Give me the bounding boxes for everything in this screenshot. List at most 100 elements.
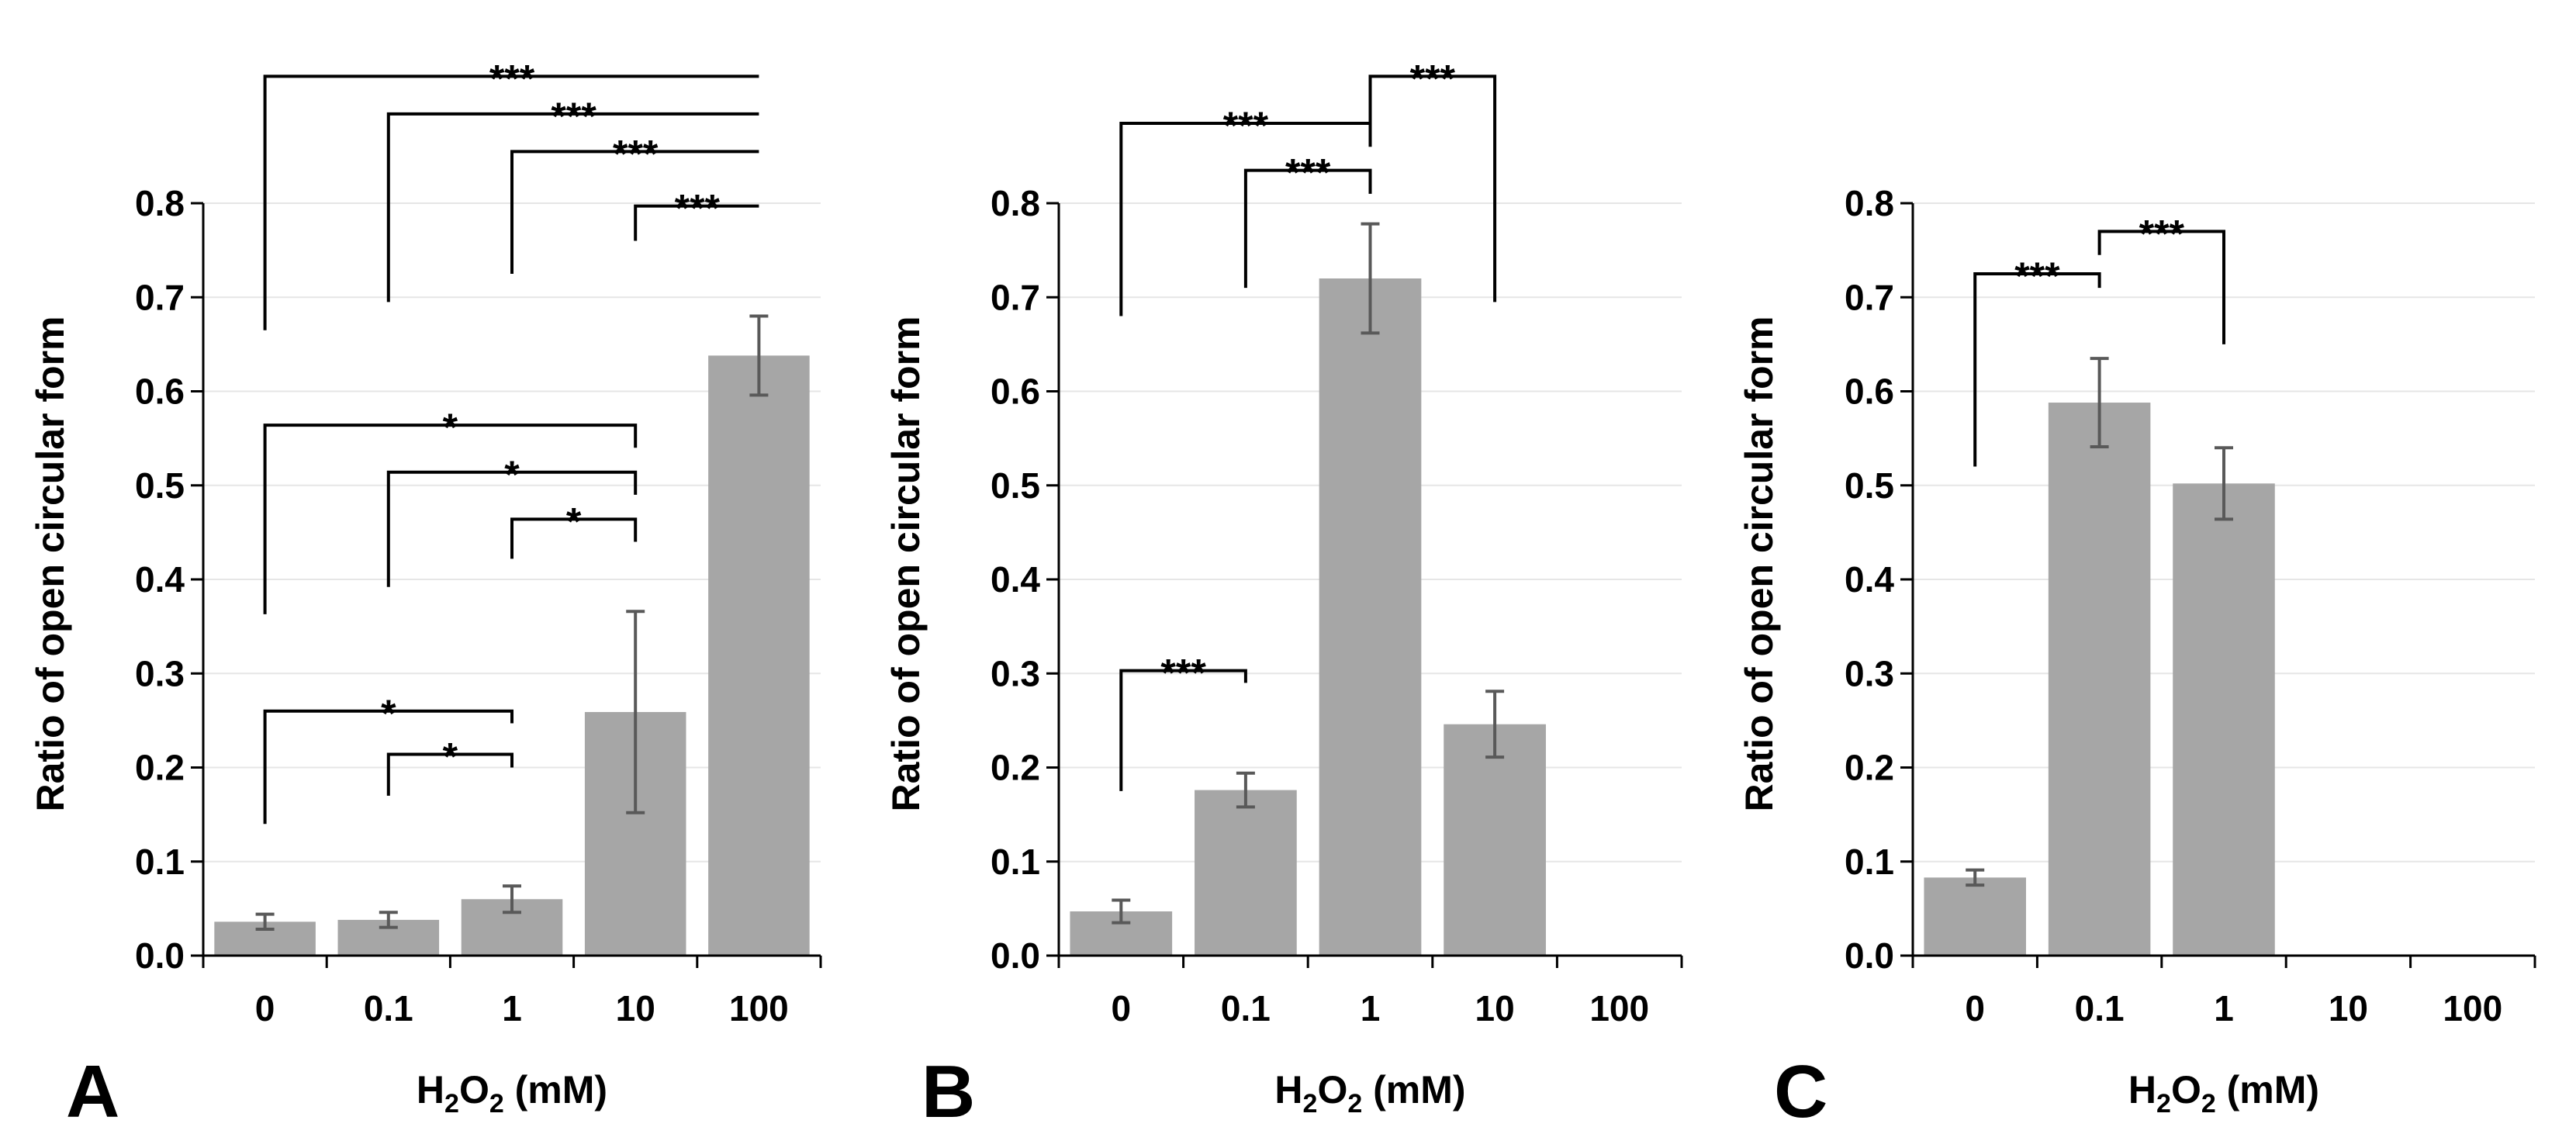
x-axis-title-part: O xyxy=(2171,1068,2201,1112)
significance-label: *** xyxy=(1410,57,1456,100)
y-tick-label: 0.2 xyxy=(991,748,1040,788)
bracket-line xyxy=(634,204,759,241)
significance-label: *** xyxy=(1285,151,1331,195)
y-axis-title: Ratio of open circular form xyxy=(884,316,928,812)
x-tick-label: 0.1 xyxy=(2075,988,2125,1029)
error-bar xyxy=(1361,222,1380,335)
panel-label: B xyxy=(921,1050,975,1133)
y-tick-label: 0.8 xyxy=(1845,183,1894,223)
x-tick-label: 0 xyxy=(255,988,275,1029)
y-tick-label: 0.4 xyxy=(1845,559,1894,600)
error-bar xyxy=(503,884,521,914)
x-axis-title-part: H xyxy=(1274,1068,1302,1112)
x-tick-label: 100 xyxy=(2443,988,2502,1029)
error-bar xyxy=(1236,771,1255,809)
y-tick-label: 0.1 xyxy=(135,842,185,882)
x-tick-label: 0.1 xyxy=(364,988,413,1029)
y-tick-label: 0.0 xyxy=(991,935,1040,976)
bracket-line xyxy=(1973,271,2101,467)
x-axis-title-subscript: 2 xyxy=(1303,1089,1318,1118)
significance-label: *** xyxy=(613,132,659,175)
x-tick-label: 100 xyxy=(1589,988,1649,1029)
x-tick-label: 10 xyxy=(2329,988,2368,1029)
error-bar xyxy=(2215,446,2233,521)
y-tick-label: 0.4 xyxy=(991,559,1040,600)
x-axis-title-part: O xyxy=(1317,1068,1347,1112)
x-axis-title-part: H xyxy=(417,1068,444,1112)
bracket-line xyxy=(510,150,759,274)
panel-label: C xyxy=(1774,1050,1827,1133)
y-tick-label: 0.4 xyxy=(135,559,185,600)
y-tick-label: 0.7 xyxy=(991,277,1040,317)
y-tick-label: 0.0 xyxy=(135,935,185,976)
error-bar xyxy=(255,912,275,932)
bracket-line xyxy=(510,517,638,559)
x-axis-title-subscript: 2 xyxy=(1347,1089,1362,1118)
x-axis-title-part: O xyxy=(459,1068,489,1112)
significance-bracket: *** xyxy=(634,187,759,241)
x-axis-title-part: (mM) xyxy=(2216,1068,2319,1112)
y-tick-label: 0.5 xyxy=(1845,465,1894,506)
x-axis-title-subscript: 2 xyxy=(489,1089,504,1118)
significance-bracket: *** xyxy=(263,57,759,330)
error-bar xyxy=(2090,357,2109,449)
x-tick-label: 1 xyxy=(2214,988,2234,1029)
y-tick-label: 0.6 xyxy=(1845,372,1894,412)
y-tick-label: 0.5 xyxy=(135,465,185,506)
x-axis-title-subscript: 2 xyxy=(444,1089,459,1118)
significance-label: *** xyxy=(551,95,596,138)
bracket-line xyxy=(263,709,513,825)
x-tick-label: 0 xyxy=(1965,988,1985,1029)
x-axis-title: H2O2 (mM) xyxy=(417,1068,607,1118)
y-tick-label: 0.8 xyxy=(991,183,1040,223)
x-axis-title-subscript: 2 xyxy=(2156,1089,2171,1118)
error-bar xyxy=(626,610,645,814)
x-axis-title-part: (mM) xyxy=(1362,1068,1465,1112)
bracket-line xyxy=(386,470,638,587)
bar xyxy=(1195,790,1297,956)
significance-bracket: *** xyxy=(1119,652,1247,791)
bracket-line xyxy=(386,112,759,303)
significance-label: *** xyxy=(2014,254,2060,298)
error-bar xyxy=(1485,690,1505,759)
y-tick-label: 0.1 xyxy=(1845,842,1894,882)
error-bar xyxy=(749,314,769,397)
significance-bracket: *** xyxy=(510,132,759,274)
error-bar xyxy=(1112,898,1131,925)
bar xyxy=(1924,877,2026,956)
bracket-line xyxy=(1243,168,1372,289)
x-tick-label: 0 xyxy=(1112,988,1132,1029)
bar xyxy=(708,355,810,956)
y-tick-label: 0.3 xyxy=(991,653,1040,693)
significance-bracket: * xyxy=(263,406,638,614)
significance-bracket: * xyxy=(263,692,513,825)
significance-bracket: *** xyxy=(2097,212,2225,344)
x-tick-label: 10 xyxy=(1475,988,1515,1029)
x-axis-title-part: H xyxy=(2128,1068,2156,1112)
chart-panel-c: 0.0 0.1 0.2 0.3 0.4 0.5 0.6 0.7 0.8 0 0.1 1 10 100 ***… xyxy=(1738,183,2536,1133)
y-tick-label: 0.7 xyxy=(135,277,185,317)
y-tick-label: 0.8 xyxy=(135,183,185,223)
significance-label: *** xyxy=(1223,104,1269,147)
chart-panel-a: 0.00.10.20.30.40.50.60.70.80 0.1 1 10 100***… xyxy=(29,57,822,1133)
bar xyxy=(1444,724,1546,956)
significance-label: *** xyxy=(675,187,721,230)
significance-bracket: * xyxy=(386,735,513,796)
bracket-line xyxy=(1368,74,1497,303)
bracket-line xyxy=(2097,230,2225,344)
x-axis-title: H2O2 (mM) xyxy=(1274,1068,1465,1118)
y-tick-label: 0.0 xyxy=(1845,935,1894,976)
significance-label: * xyxy=(381,692,396,735)
y-tick-label: 0.6 xyxy=(135,372,185,412)
x-axis-title-part: (mM) xyxy=(504,1068,607,1112)
y-axis-title: Ratio of open circular form xyxy=(1738,316,1781,812)
bracket-line xyxy=(263,74,759,330)
y-tick-label: 0.7 xyxy=(1845,277,1894,317)
bracket-line xyxy=(386,752,513,796)
bracket-line xyxy=(1119,121,1372,316)
significance-label: * xyxy=(443,406,458,449)
significance-label: * xyxy=(566,500,582,543)
y-tick-label: 0.2 xyxy=(1845,748,1894,788)
significance-label: *** xyxy=(1160,652,1206,695)
